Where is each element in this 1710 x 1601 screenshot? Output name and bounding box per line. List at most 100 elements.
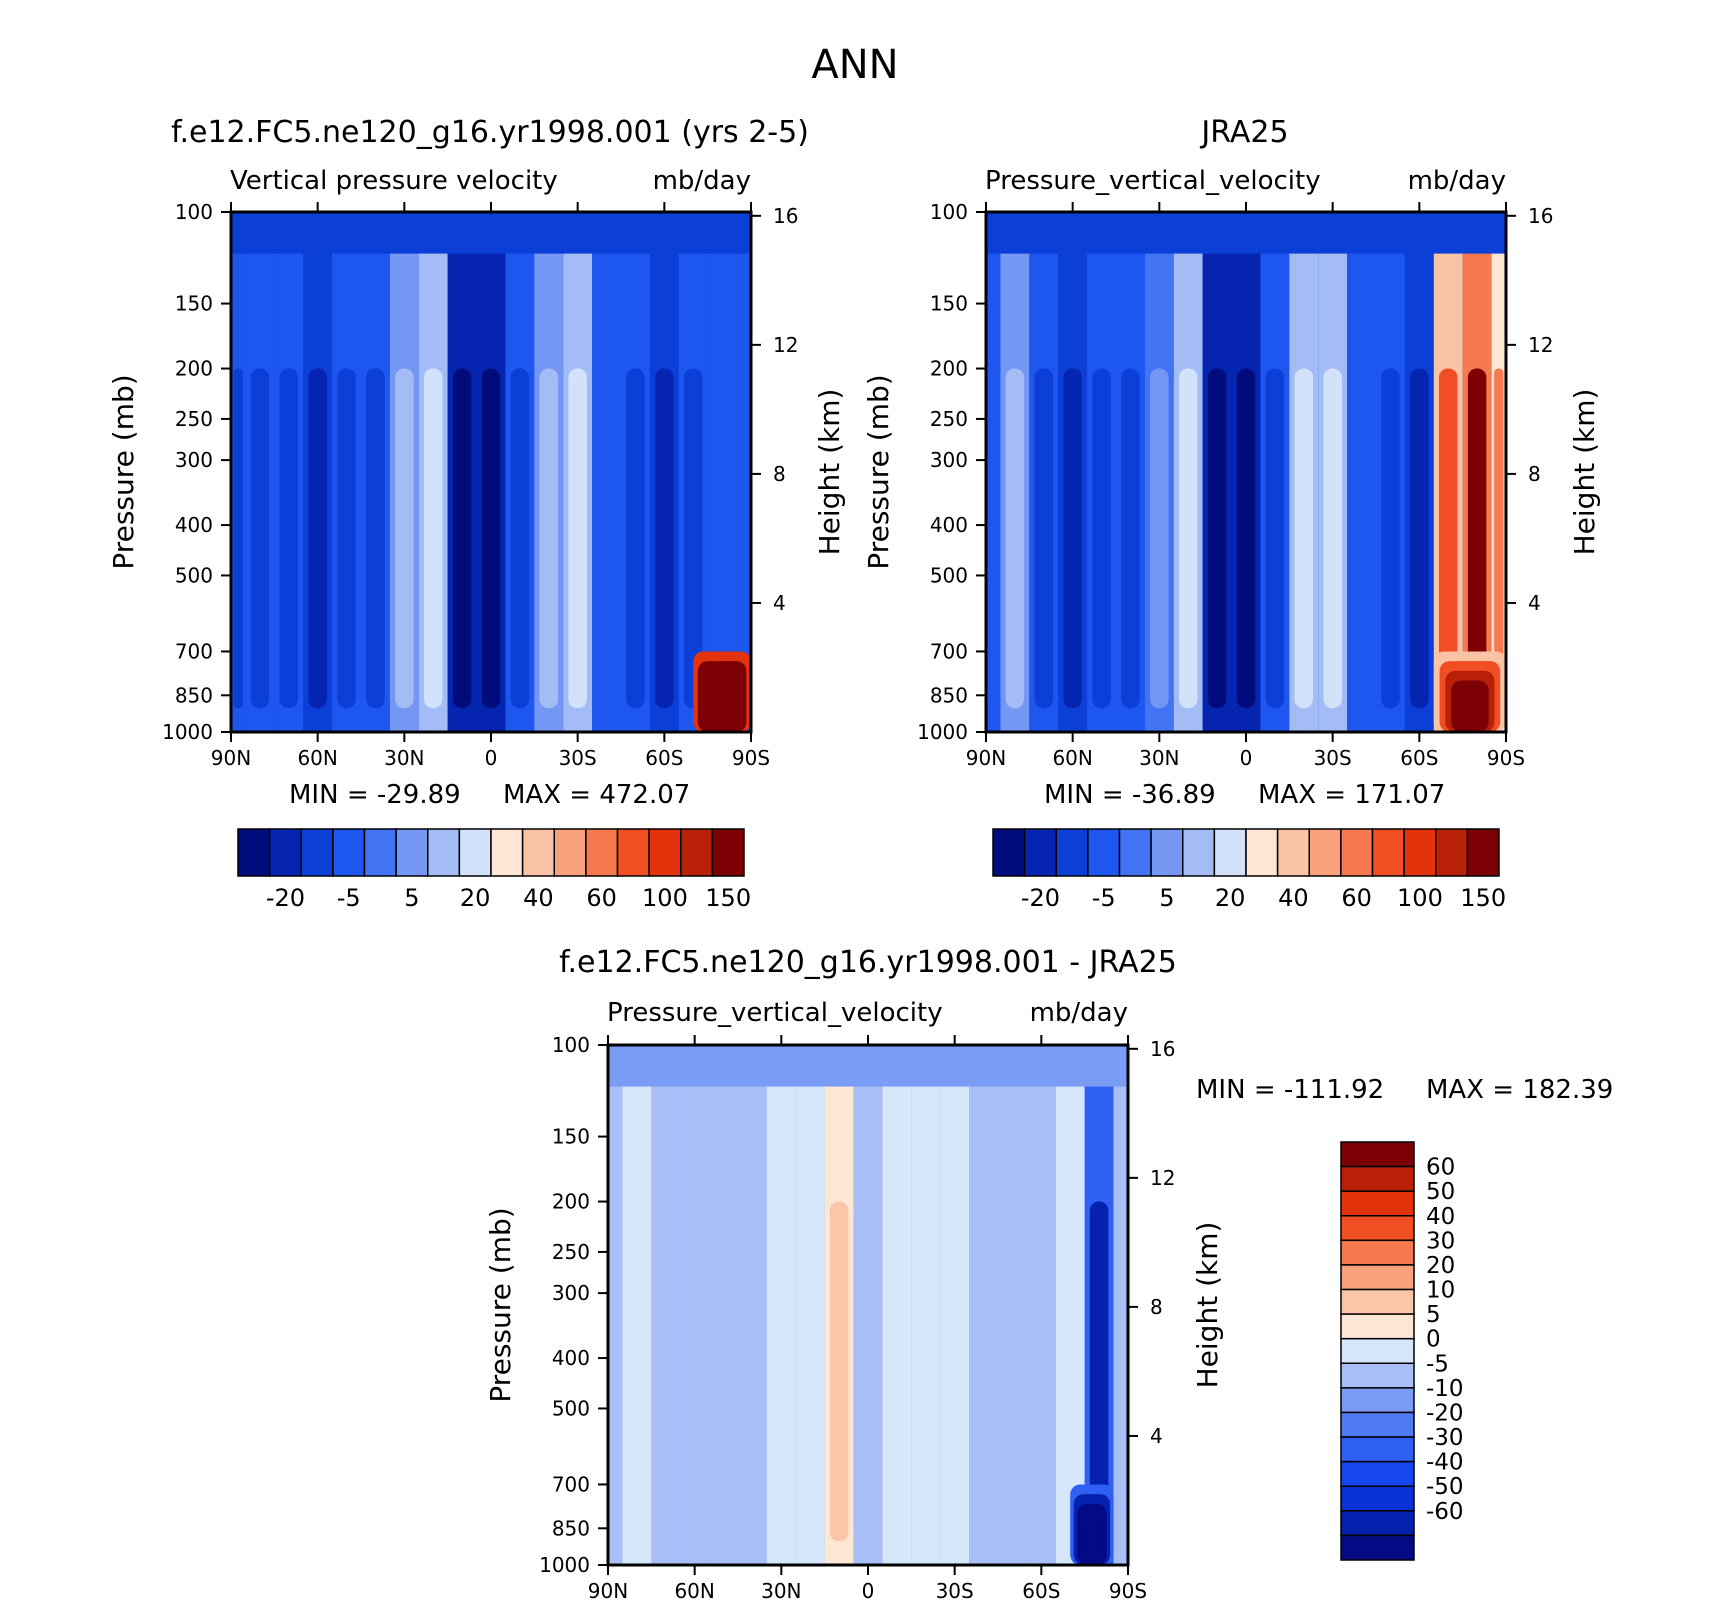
colorbar-swatch [1340,1485,1415,1512]
lat-tick-label: 60N [297,746,337,770]
lat-tick-label: 90N [966,746,1006,770]
colorbar-swatch [1340,1165,1415,1192]
panel-diff-left-label: Pressure_vertical_velocity [607,998,943,1028]
colorbar-label: -5 [337,884,361,912]
field-column-core [1063,368,1082,709]
colorbar-label: -20 [1426,1400,1464,1426]
colorbar-swatch [1182,828,1216,877]
colorbar-swatch [395,828,429,877]
field-hot-spot [1451,680,1489,732]
colorbar-swatch [1118,828,1152,877]
colorbar-label: -20 [266,884,305,912]
panel-model-height-axis: 16 12 8 4 [751,204,798,615]
panel-model-lat-axis: 90N 60N 30N 0 30S 60S 90S [211,202,770,770]
lat-tick-label: 30S [1314,746,1352,770]
colorbar-label: -50 [1426,1474,1464,1500]
height-tick-label: 8 [773,462,786,486]
panel-obs-title: JRA25 [1199,115,1288,150]
panel-obs: JRA25 Pressure_vertical_velocity mb/day … [862,115,1601,912]
colorbar-swatch [1055,828,1089,877]
colorbar-swatch [1403,828,1437,877]
colorbar-swatch [1340,1264,1415,1291]
colorbar-label: 20 [1215,884,1246,912]
field-column-core [1121,368,1140,709]
height-tick-label: 16 [1528,204,1553,228]
colorbar-swatch [458,828,492,877]
colorbar-swatch [1340,1436,1415,1463]
field-column-core [423,368,443,709]
panel-diff-max-label: MAX = 182.39 [1426,1075,1613,1105]
field-column-core [1494,368,1504,709]
panel-diff-right-label: mb/day [1030,998,1128,1028]
colorbar-swatch [1340,1362,1415,1389]
field-column-core [685,1201,704,1542]
panel-obs-colorbar: -20 -5 5 20 40 60 100 150 [992,828,1506,912]
pressure-tick-label: 700 [552,1472,590,1496]
field-column-core [974,1201,993,1542]
field-column-core [743,1201,762,1542]
colorbar-label: 60 [1426,1155,1455,1181]
colorbar-swatch [1340,1337,1415,1365]
pressure-tick-label: 500 [552,1396,590,1420]
pressure-tick-label: 200 [552,1190,590,1214]
field-column-core [1116,1201,1126,1542]
pressure-tick-label: 150 [930,292,968,316]
colorbar-label: 5 [404,884,419,912]
colorbar-label: -5 [1426,1351,1449,1377]
panel-obs-left-label: Pressure_vertical_velocity [985,166,1321,196]
pressure-tick-label: 200 [175,357,213,381]
colorbar-swatch [300,828,334,877]
lat-tick-label: 60S [645,746,683,770]
pressure-tick-label: 400 [552,1346,590,1370]
pressure-tick-label: 250 [552,1240,590,1264]
colorbar-label: 5 [1159,884,1174,912]
panel-model-title: f.e12.FC5.ne120_g16.yr1998.001 (yrs 2-5) [171,115,809,150]
field-column-core [1236,368,1256,709]
colorbar-swatch [1308,828,1342,877]
colorbar-label: 0 [1426,1327,1441,1353]
field-column-core [452,368,472,709]
field-column-core [308,368,327,709]
panel-diff-height-axis: 16 12 8 4 [1128,1037,1175,1448]
lat-tick-label: 30N [384,746,424,770]
field-column-core [945,1201,964,1542]
field-column-core [1323,368,1342,709]
field-column-core [739,368,749,709]
colorbar-swatch [992,828,1026,877]
colorbar-label: -30 [1426,1425,1464,1451]
panel-diff-y-label: Pressure (mb) [484,1207,517,1402]
lat-tick-label: 0 [1240,746,1253,770]
colorbar-swatch [363,828,397,877]
field-column-core [1381,368,1400,709]
field-column-core [279,368,299,709]
field-column-core [1032,1201,1051,1542]
colorbar-swatch [1245,828,1279,877]
colorbar-label: 10 [1426,1278,1455,1304]
field-column-core [683,368,703,709]
panel-model-left-label: Vertical pressure velocity [230,166,558,196]
pressure-tick-label: 700 [175,639,213,663]
field-column-core [481,368,501,709]
height-tick-label: 12 [1528,333,1553,357]
colorbar-swatch [1087,828,1121,877]
field-column-core [1089,1201,1109,1542]
pressure-tick-label: 100 [552,1033,590,1057]
colorbar-swatch [1340,1534,1415,1561]
panel-diff-pressure-axis: 100 150 200 250 300 400 500 700 850 1000 [539,1033,608,1577]
field-column-core [626,368,645,709]
colorbar-label: 20 [1426,1253,1455,1279]
colorbar-label: 150 [705,884,751,912]
colorbar-label: 40 [1278,884,1309,912]
pressure-tick-label: 400 [175,513,213,537]
height-tick-label: 16 [1150,1037,1175,1061]
pressure-tick-label: 1000 [539,1553,590,1577]
field-column-core [1467,368,1487,709]
pressure-tick-label: 300 [930,448,968,472]
field-column-core [916,1201,936,1542]
colorbar-label: 30 [1426,1228,1455,1254]
panel-model-max-label: MAX = 472.07 [503,780,690,810]
pressure-tick-label: 100 [930,200,968,224]
colorbar-swatch [1435,828,1469,877]
colorbar-swatch [1023,828,1057,877]
